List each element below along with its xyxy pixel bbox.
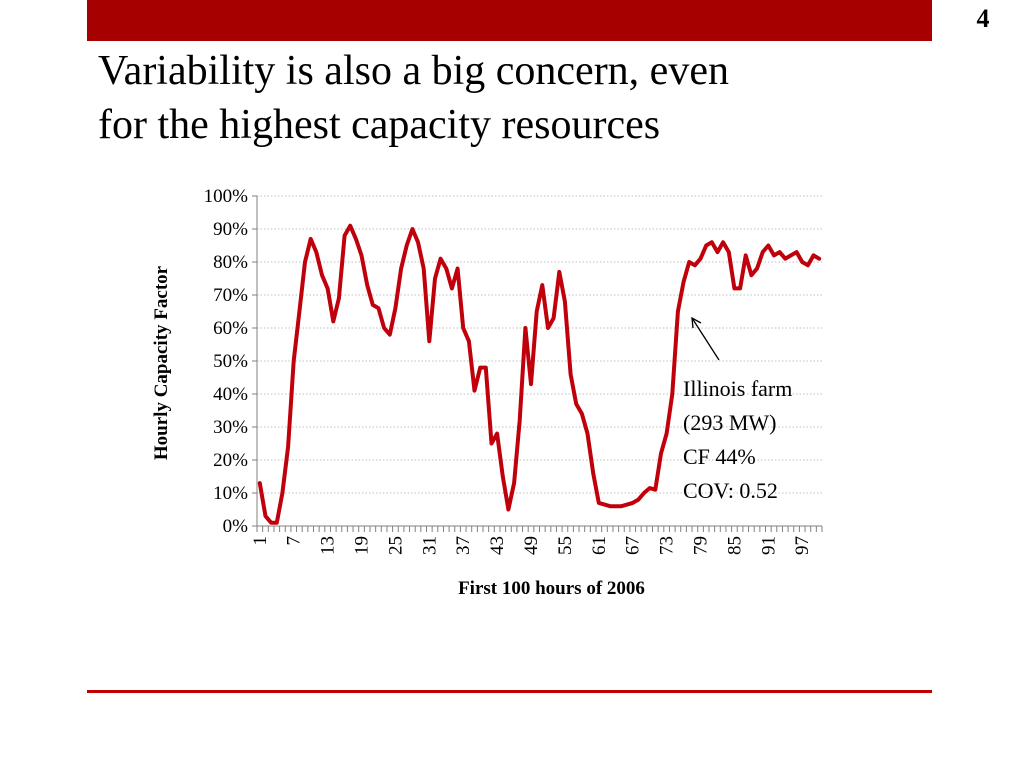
y-tick-label: 70% bbox=[213, 285, 248, 306]
y-tick-label: 40% bbox=[213, 384, 248, 405]
y-tick-label: 0% bbox=[223, 516, 249, 537]
slide-title-line-1: Variability is also a big concern, even bbox=[98, 48, 729, 94]
x-tick-label: 37 bbox=[453, 536, 474, 555]
header-bar bbox=[87, 0, 932, 41]
x-tick-label: 7 bbox=[284, 536, 305, 546]
y-tick-label: 10% bbox=[213, 483, 248, 504]
x-tick-label: 97 bbox=[792, 536, 813, 555]
annotation: Illinois farm (293 MW) CF 44% COV: 0.52 bbox=[683, 372, 792, 508]
slide-title: Variability is also a big concern, even … bbox=[98, 44, 918, 152]
footer-rule bbox=[87, 690, 932, 693]
x-tick-label: 13 bbox=[318, 536, 339, 555]
x-tick-label: 61 bbox=[589, 536, 610, 555]
axis-labels: 0% 10% 20% 30% 40% 50% 60% 70% 80% 90% 100% 1 7 13 19 2… bbox=[151, 186, 813, 599]
x-tick-label: 1 bbox=[250, 536, 271, 546]
annotation-arrowhead bbox=[691, 316, 702, 329]
x-tick-label: 19 bbox=[352, 536, 373, 555]
y-tick-label: 80% bbox=[213, 252, 248, 273]
y-tick-label: 60% bbox=[213, 318, 248, 339]
capacity-factor-series bbox=[257, 223, 822, 525]
y-tick-label: 100% bbox=[204, 186, 249, 207]
y-tick-label: 50% bbox=[213, 351, 248, 372]
annotation-line-3: CF 44% bbox=[683, 444, 756, 469]
x-tick-label: 25 bbox=[385, 536, 406, 555]
x-tick-label: 67 bbox=[623, 536, 644, 555]
x-axis-title: First 100 hours of 2006 bbox=[458, 578, 645, 599]
annotation-line-2: (293 MW) bbox=[683, 410, 777, 435]
x-tick-label: 43 bbox=[487, 536, 508, 555]
y-axis-title: Hourly Capacity Factor bbox=[151, 265, 172, 460]
annotation-line-4: COV: 0.52 bbox=[683, 478, 778, 503]
x-tick-label: 31 bbox=[419, 536, 440, 555]
annotation-line-1: Illinois farm bbox=[683, 376, 793, 401]
slide-number: 4 bbox=[976, 4, 990, 33]
x-tick-label: 49 bbox=[521, 536, 542, 555]
x-tick-label: 55 bbox=[555, 536, 576, 555]
x-tick-label: 91 bbox=[758, 536, 779, 555]
y-tick-label: 30% bbox=[213, 417, 248, 438]
y-tick-label: 90% bbox=[213, 219, 248, 240]
axes bbox=[252, 195, 823, 532]
y-tick-label: 20% bbox=[213, 450, 248, 471]
annotation-arrow bbox=[691, 317, 720, 361]
x-tick-label: 85 bbox=[724, 536, 745, 555]
x-tick-label: 79 bbox=[691, 536, 712, 555]
series-layer bbox=[257, 223, 822, 525]
slide-title-line-2: for the highest capacity resources bbox=[98, 102, 661, 148]
x-tick-label: 73 bbox=[657, 536, 678, 555]
